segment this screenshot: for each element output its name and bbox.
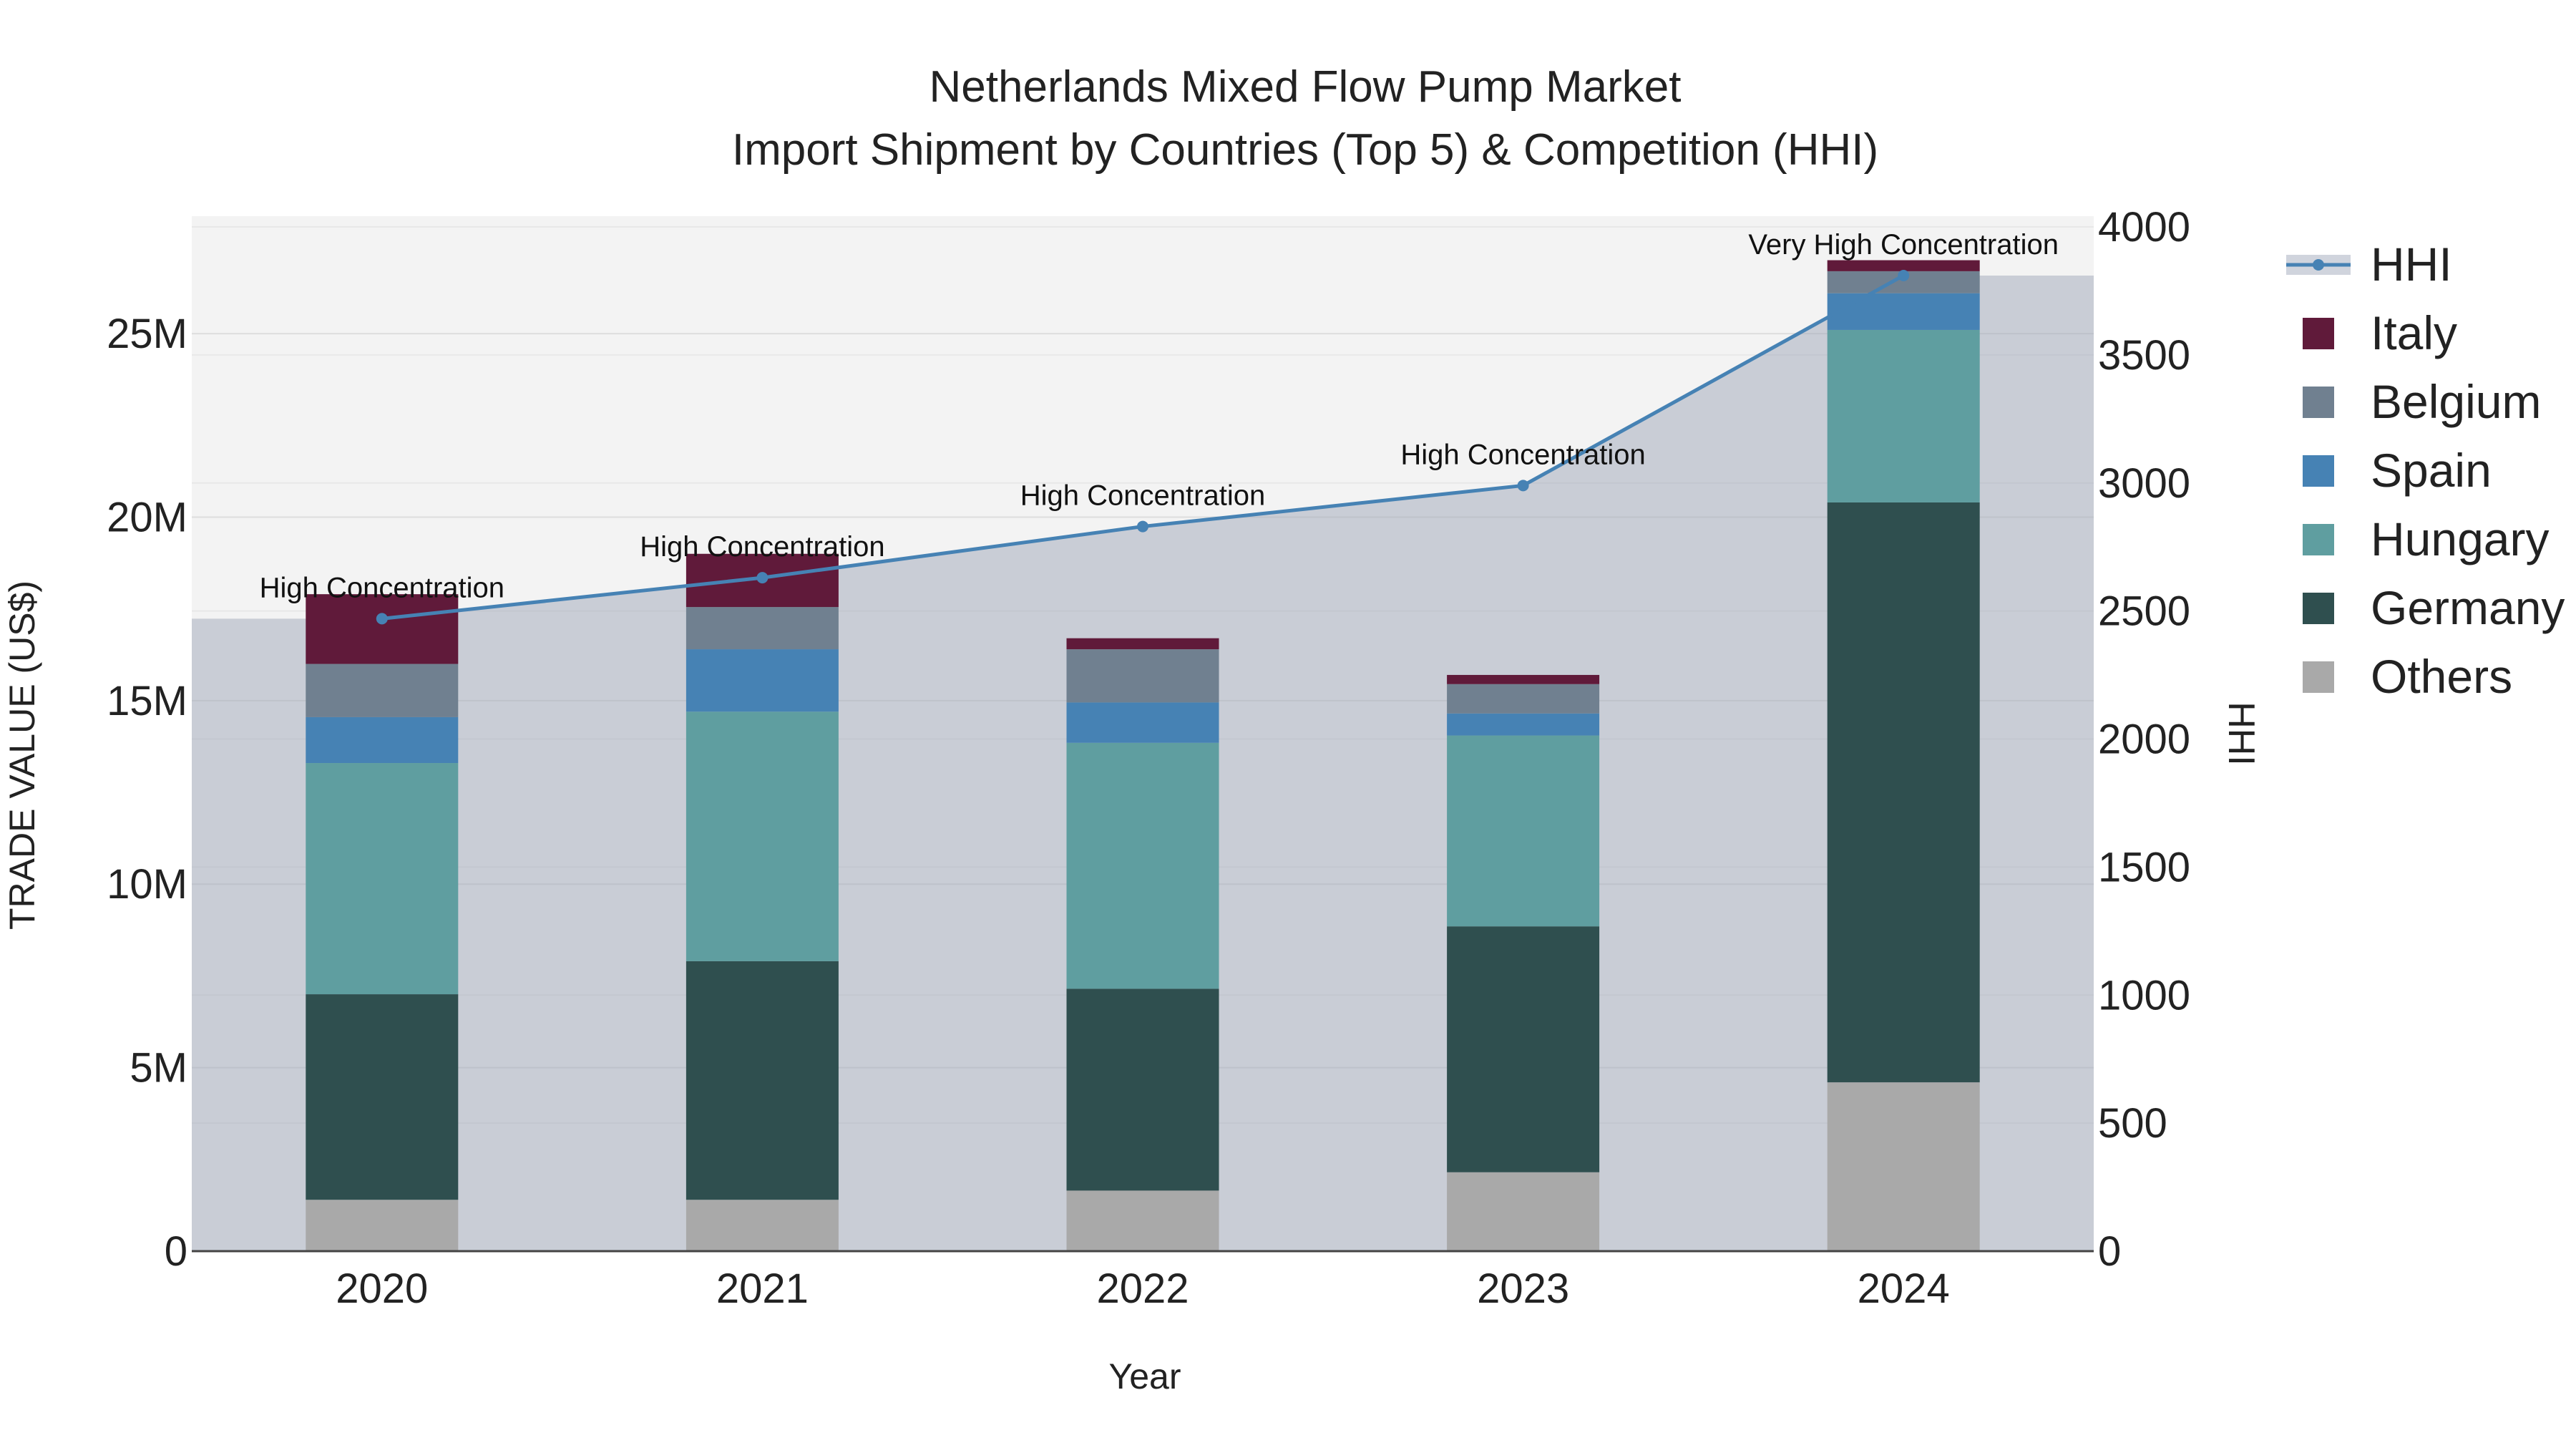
- legend-swatch-others: [2303, 661, 2334, 693]
- hhi-annotation-2022: High Concentration: [1020, 480, 1265, 512]
- hhi-point-2024: [1898, 269, 1910, 281]
- x-axis-title: Year: [1108, 1356, 1181, 1396]
- y-tick-label: 10M: [107, 861, 187, 908]
- legend-item-others[interactable]: Others: [2303, 650, 2512, 703]
- legend-item-germany[interactable]: Germany: [2303, 581, 2565, 634]
- bar-spain-2022: [1066, 702, 1219, 743]
- bar-spain-2021: [686, 649, 839, 712]
- bar-hungary-2020: [306, 763, 459, 995]
- bar-spain-2020: [306, 716, 459, 764]
- legend-swatch-italy: [2303, 318, 2334, 349]
- x-axis-ticks: 2020 2021 2022 2023 2024: [336, 1265, 1949, 1312]
- legend-item-spain[interactable]: Spain: [2303, 444, 2492, 497]
- y2-tick-label: 3000: [2098, 460, 2190, 507]
- y-tick-label: 20M: [107, 494, 187, 540]
- y2-tick-label: 2500: [2098, 588, 2190, 635]
- legend-swatch-belgium: [2303, 387, 2334, 418]
- bar-hungary-2022: [1066, 742, 1219, 989]
- legend-swatch-hungary: [2303, 524, 2334, 555]
- bar-hungary-2023: [1447, 735, 1600, 927]
- hhi-annotation-2024: Very High Concentration: [1748, 229, 2059, 261]
- legend: HHI Italy Belgium Spain Hungary Germany Others: [2286, 238, 2565, 703]
- bar-italy-2023: [1447, 674, 1600, 684]
- x-tick-label-2021: 2021: [716, 1265, 809, 1312]
- hhi-annotation-2020: High Concentration: [260, 572, 504, 603]
- hhi-point-2023: [1517, 480, 1529, 492]
- legend-item-italy[interactable]: Italy: [2303, 306, 2457, 359]
- chart-title-line2: Import Shipment by Countries (Top 5) & C…: [732, 125, 1878, 175]
- y2-tick-label: 3500: [2098, 332, 2190, 379]
- legend-label-italy: Italy: [2371, 306, 2457, 359]
- hhi-annotation-2021: High Concentration: [640, 531, 884, 563]
- bar-germany-2024: [1827, 502, 1980, 1083]
- y-tick-label: 15M: [107, 678, 187, 724]
- x-tick-label-2024: 2024: [1858, 1265, 1950, 1312]
- bar-germany-2022: [1066, 988, 1219, 1191]
- legend-swatch-hhi-marker: [2313, 259, 2324, 271]
- x-tick-label-2023: 2023: [1477, 1265, 1569, 1312]
- bar-italy-2020: [306, 594, 459, 664]
- bar-belgium-2020: [306, 664, 459, 717]
- bar-belgium-2021: [686, 607, 839, 650]
- bar-belgium-2022: [1066, 649, 1219, 703]
- bar-spain-2024: [1827, 293, 1980, 330]
- x-tick-label-2020: 2020: [336, 1265, 428, 1312]
- annotation-layer: High Concentration High Concentration High…: [260, 229, 2059, 603]
- legend-label-hhi: HHI: [2371, 238, 2452, 291]
- y-tick-label: 0: [165, 1228, 187, 1275]
- legend-item-hungary[interactable]: Hungary: [2303, 512, 2549, 565]
- y2-tick-label: 2000: [2098, 716, 2190, 763]
- hhi-point-2020: [376, 613, 388, 625]
- legend-item-belgium[interactable]: Belgium: [2303, 375, 2541, 428]
- y2-tick-label: 1000: [2098, 972, 2190, 1019]
- hhi-annotation-2023: High Concentration: [1400, 439, 1645, 470]
- y2-axis-title: HHI: [2220, 701, 2262, 766]
- legend-label-belgium: Belgium: [2371, 375, 2541, 428]
- y-axis-ticks: 0 5M 10M 15M 20M 25M: [107, 311, 187, 1275]
- hhi-line-layer: [376, 269, 1910, 625]
- legend-label-germany: Germany: [2371, 581, 2565, 634]
- bar-hungary-2024: [1827, 329, 1980, 502]
- x-tick-label-2022: 2022: [1096, 1265, 1189, 1312]
- y-axis-title: TRADE VALUE (US$): [2, 580, 42, 930]
- bar-hungary-2021: [686, 711, 839, 961]
- hhi-point-2021: [756, 572, 769, 584]
- y2-axis-ticks: 0 500 1000 1500 2000 2500 3000 3500 4000: [2098, 204, 2190, 1275]
- bar-others-2024: [1827, 1082, 1980, 1251]
- bar-others-2020: [306, 1200, 459, 1251]
- bar-spain-2023: [1447, 713, 1600, 736]
- legend-item-hhi[interactable]: HHI: [2286, 238, 2452, 291]
- y-tick-label: 25M: [107, 311, 187, 357]
- hhi-point-2022: [1137, 520, 1148, 533]
- y2-tick-label: 0: [2098, 1228, 2121, 1275]
- legend-label-hungary: Hungary: [2371, 512, 2549, 565]
- bar-belgium-2023: [1447, 684, 1600, 714]
- bar-germany-2023: [1447, 926, 1600, 1172]
- legend-label-others: Others: [2371, 650, 2512, 703]
- bar-layer: [306, 260, 1980, 1251]
- legend-swatch-spain: [2303, 455, 2334, 487]
- y-tick-label: 5M: [130, 1045, 187, 1092]
- bar-italy-2024: [1827, 260, 1980, 271]
- legend-swatch-germany: [2303, 593, 2334, 624]
- y2-tick-label: 500: [2098, 1100, 2167, 1147]
- bar-italy-2022: [1066, 638, 1219, 650]
- legend-label-spain: Spain: [2371, 444, 2492, 497]
- bar-others-2022: [1066, 1190, 1219, 1251]
- y2-tick-label: 1500: [2098, 844, 2190, 890]
- y2-tick-label: 4000: [2098, 204, 2190, 251]
- bar-others-2021: [686, 1200, 839, 1251]
- chart-title-line1: Netherlands Mixed Flow Pump Market: [930, 62, 1682, 112]
- bar-germany-2020: [306, 994, 459, 1200]
- bar-germany-2021: [686, 961, 839, 1200]
- bar-others-2023: [1447, 1172, 1600, 1251]
